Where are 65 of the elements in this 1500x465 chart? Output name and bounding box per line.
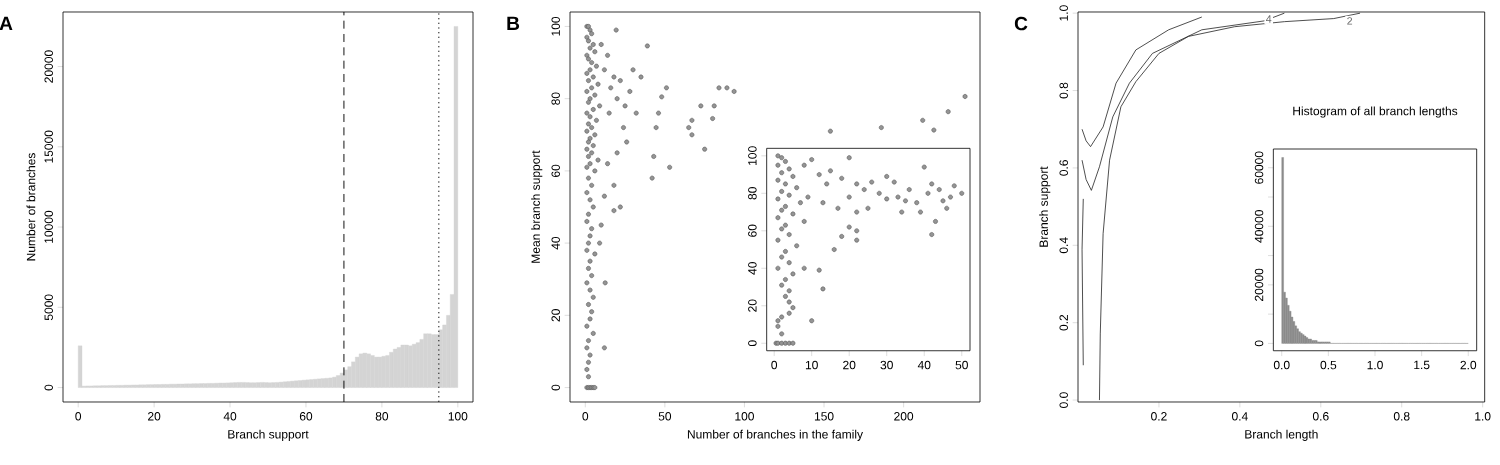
y-tick-label: 40 xyxy=(551,236,560,250)
y-tick-label: 100 xyxy=(551,16,560,36)
y-tick-label: 20000 xyxy=(1254,268,1264,301)
x-tick-label: 2.0 xyxy=(1460,360,1477,370)
x-tick-label: 20 xyxy=(843,360,856,370)
y-tick-label: 20 xyxy=(551,309,560,322)
x-tick-label: 60 xyxy=(299,412,313,421)
y-tick-label: 0 xyxy=(44,384,53,391)
y-axis-title: Mean branch support xyxy=(531,150,543,263)
y-tick-label: 20000 xyxy=(44,50,53,83)
y-axis-title: Branch support xyxy=(1039,166,1051,247)
x-tick-label: 0.8 xyxy=(1393,412,1410,421)
x-tick-label: 150 xyxy=(814,412,834,421)
y-tick-label: 0.2 xyxy=(1059,314,1068,331)
chart-title: B xyxy=(507,16,520,30)
x-tick-label: 1.5 xyxy=(1414,360,1430,370)
x-tick-label: 0.2 xyxy=(1151,412,1167,421)
x-tick-label: 1.0 xyxy=(1475,412,1491,421)
x-tick-label: 80 xyxy=(375,412,389,421)
y-tick-label: 0 xyxy=(748,340,757,347)
x-axis-title: Number of branches in the family xyxy=(687,429,863,441)
y-tick-label: 15000 xyxy=(44,130,53,163)
y-tick-label: 100 xyxy=(748,146,757,165)
y-tick-label: 10000 xyxy=(44,210,53,243)
y-tick-label: 0.4 xyxy=(1059,237,1068,254)
x-axis-title: Branch support xyxy=(228,429,309,441)
y-tick-label: 1.0 xyxy=(1059,5,1068,21)
y-tick-label: 5000 xyxy=(44,294,53,321)
annotation: 4 xyxy=(1266,15,1272,23)
x-tick-label: 50 xyxy=(955,360,968,370)
x-axis-title: Branch length xyxy=(1245,429,1318,441)
x-tick-label: 0 xyxy=(75,412,82,421)
x-tick-label: 200 xyxy=(894,412,914,421)
chart-title: Histogram of all branch lengths xyxy=(1293,106,1458,118)
y-tick-label: 0 xyxy=(551,384,560,391)
x-tick-label: 40 xyxy=(917,360,931,370)
x-tick-label: 0.6 xyxy=(1312,412,1329,421)
x-tick-label: 1.0 xyxy=(1367,360,1383,370)
y-tick-label: 0 xyxy=(1254,340,1264,347)
y-tick-label: 0.8 xyxy=(1059,82,1068,99)
x-tick-label: 20 xyxy=(148,412,161,421)
y-tick-label: 40000 xyxy=(1254,210,1264,243)
y-tick-label: 60 xyxy=(748,224,757,237)
y-axis-title: Number of branches xyxy=(26,153,36,261)
x-tick-label: 30 xyxy=(880,360,893,370)
y-tick-label: 0.0 xyxy=(1059,392,1068,408)
x-tick-label: 0 xyxy=(582,412,589,421)
x-tick-label: 0.5 xyxy=(1320,360,1337,370)
y-tick-label: 40 xyxy=(748,262,757,275)
x-tick-label: 10 xyxy=(805,360,818,370)
y-tick-label: 0.6 xyxy=(1059,160,1068,176)
x-tick-label: 50 xyxy=(658,412,672,421)
x-tick-label: 0.0 xyxy=(1273,360,1290,370)
annotation: 2 xyxy=(1347,17,1353,25)
y-tick-label: 60 xyxy=(551,164,560,177)
y-tick-label: 60000 xyxy=(1254,151,1264,184)
y-tick-label: 20 xyxy=(748,299,757,312)
y-tick-label: 80 xyxy=(748,187,757,200)
x-tick-label: 40 xyxy=(223,412,237,421)
chart-title: C xyxy=(1014,16,1028,31)
x-tick-label: 100 xyxy=(448,412,468,421)
x-tick-label: 0 xyxy=(771,360,778,370)
y-tick-label: 80 xyxy=(551,92,560,105)
chart-title: A xyxy=(0,16,13,30)
x-tick-label: 0.4 xyxy=(1231,412,1248,421)
